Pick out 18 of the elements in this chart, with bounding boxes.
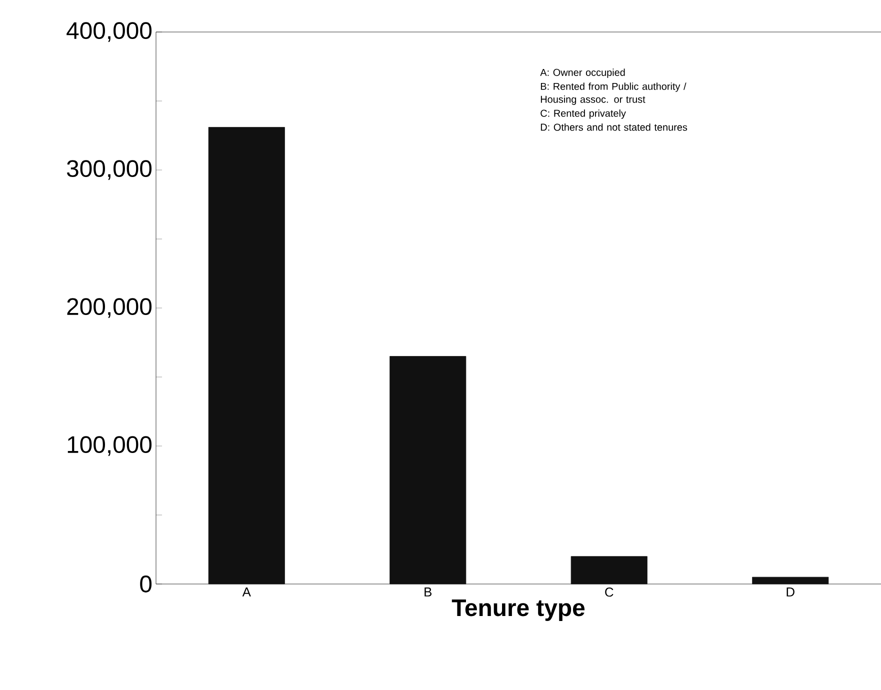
x-tick-label: A — [242, 588, 251, 596]
bar — [390, 356, 466, 584]
y-tick-label: 100,000 — [68, 436, 152, 456]
annotation: B: Rented from Public authority / Housing assoc. or trust — [540, 82, 686, 105]
y-tick-label: 200,000 — [67, 298, 152, 318]
x-tick-label: B — [424, 588, 432, 596]
y-tick-label: 400,000 — [66, 22, 152, 42]
bar — [570, 556, 648, 584]
bar — [752, 576, 829, 584]
bar — [208, 127, 285, 584]
y-tick-label: 0 — [140, 576, 152, 592]
x-axis-title: Tenure type — [452, 600, 585, 621]
annotation: C: Rented privately — [540, 109, 626, 119]
y-tick-label: 300,000 — [66, 160, 152, 180]
x-tick-label: C — [605, 588, 614, 597]
annotation: D: Others and not stated tenures — [540, 123, 688, 131]
x-tick-label: D — [786, 588, 794, 596]
annotation: A: Owner occupied — [540, 68, 625, 78]
